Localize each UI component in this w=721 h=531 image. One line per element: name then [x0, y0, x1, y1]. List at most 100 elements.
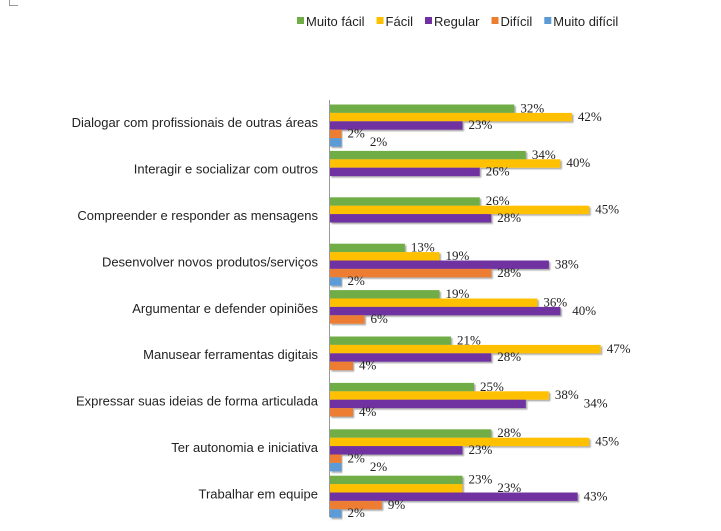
legend-swatch [297, 17, 304, 24]
data-label: 2% [348, 505, 366, 520]
data-label: 45% [595, 202, 619, 217]
data-label: 21% [457, 332, 481, 347]
bar [330, 446, 463, 455]
data-label: 23% [468, 117, 492, 132]
data-label: 40% [572, 303, 596, 318]
bar [330, 121, 463, 130]
legend-label: Muito difícil [553, 14, 618, 29]
data-label: 19% [445, 286, 469, 301]
data-label: 43% [584, 488, 608, 503]
data-label: 6% [371, 311, 389, 326]
bar [330, 315, 365, 324]
bar [330, 361, 354, 371]
data-label: 2% [348, 450, 366, 465]
data-labels: 32% 42% 23% 2% 2% 34% 40% 26% 26% 45% 28% 13% 19% 38%… [348, 100, 631, 520]
data-label: 2% [348, 126, 366, 141]
data-label: 38% [555, 256, 579, 271]
category-label: Trabalhar em equipe [199, 486, 318, 501]
data-label: 38% [555, 387, 579, 402]
data-label: 28% [497, 349, 521, 364]
data-label: 2% [348, 273, 366, 288]
bar [330, 214, 492, 223]
bar [330, 509, 342, 518]
data-label: 23% [468, 472, 492, 487]
data-label: 4% [359, 404, 377, 419]
bar [330, 167, 480, 177]
bar [330, 138, 342, 147]
legend-label: Fácil [386, 14, 414, 29]
bar [330, 500, 382, 510]
bar [330, 344, 601, 354]
bar [330, 336, 451, 345]
data-label: 13% [411, 240, 435, 255]
data-label: 34% [584, 396, 608, 411]
category-label: Compreender e responder as mensagens [77, 208, 318, 223]
legend-label: Muito fácil [306, 14, 365, 29]
data-label: 26% [486, 193, 510, 208]
bar [330, 268, 492, 278]
bar [330, 298, 538, 307]
legend-swatch [424, 17, 432, 24]
bar [330, 408, 354, 417]
legend-label: Difícil [501, 14, 533, 29]
bar [330, 429, 492, 438]
data-label: 23% [497, 480, 521, 495]
bar [330, 353, 492, 362]
data-label: 2% [370, 134, 388, 149]
data-label: 28% [497, 425, 521, 440]
window-corner-artifact [9, 0, 18, 6]
legend-swatch [376, 17, 384, 24]
bar [330, 150, 526, 160]
bar [330, 391, 549, 400]
category-label: Expressar suas ideias de forma articulad… [76, 394, 319, 409]
legend-label: Regular [434, 14, 480, 29]
bar [330, 462, 342, 472]
bar [330, 112, 572, 122]
bar [330, 399, 526, 409]
data-label: 26% [486, 164, 510, 179]
data-label: 9% [388, 497, 406, 512]
category-label: Manusear ferramentas digitais [143, 347, 318, 362]
bar [330, 205, 590, 215]
data-label: 25% [480, 379, 504, 394]
category-label: Argumentar e defender opiniões [132, 301, 318, 316]
data-label: 19% [445, 248, 469, 263]
bar [330, 104, 515, 113]
category-label: Interagir e socializar com outros [134, 162, 319, 177]
category-label: Dialogar com profissionais de outras áre… [72, 115, 319, 130]
data-label: 36% [543, 294, 567, 309]
bar [330, 454, 342, 463]
data-label: 28% [497, 265, 521, 280]
data-label: 45% [595, 434, 619, 449]
data-label: 4% [359, 358, 377, 373]
bar [330, 243, 405, 253]
bar [330, 197, 480, 206]
legend-swatch [544, 17, 552, 24]
data-label: 2% [370, 459, 388, 474]
bar [330, 437, 590, 447]
bar [330, 492, 578, 501]
category-label: Desenvolver novos produtos/serviços [102, 254, 319, 269]
bar [330, 252, 440, 261]
data-label: 32% [520, 100, 544, 115]
data-label: 42% [578, 109, 602, 124]
bar [330, 277, 342, 286]
data-label: 23% [468, 442, 492, 457]
bar [330, 129, 342, 139]
bars [330, 104, 601, 518]
category-label: Ter autonomia e iniciativa [171, 440, 318, 455]
data-label: 28% [497, 210, 521, 225]
bar [330, 475, 463, 485]
legend-swatch [491, 17, 499, 24]
bar [330, 290, 440, 299]
category-labels: Dialogar com profissionais de outras áre… [72, 115, 319, 501]
data-label: 47% [607, 341, 631, 356]
data-label: 34% [532, 147, 556, 162]
bar [330, 382, 474, 392]
data-label: 40% [566, 155, 590, 170]
bar [330, 260, 549, 269]
bar [330, 306, 561, 316]
bar [330, 484, 463, 493]
legend: Muito fácil Fácil Regular Difícil Muito difí… [297, 14, 618, 29]
